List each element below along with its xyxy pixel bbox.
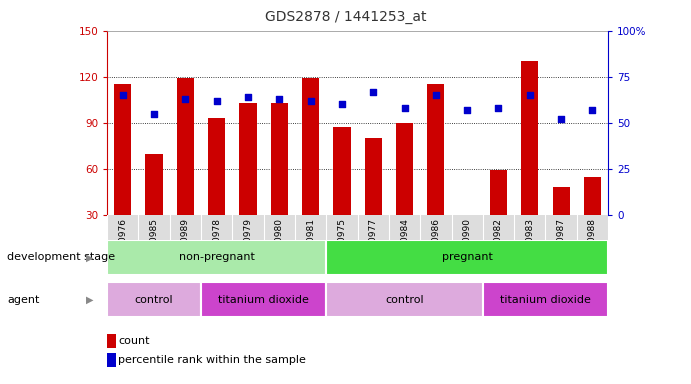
Text: pregnant: pregnant bbox=[442, 252, 493, 262]
Bar bbox=[201, 282, 326, 317]
Bar bbox=[177, 78, 194, 215]
Text: GSM180982: GSM180982 bbox=[494, 218, 503, 273]
Bar bbox=[396, 123, 413, 215]
Text: GSM180980: GSM180980 bbox=[275, 218, 284, 273]
Text: GSM180984: GSM180984 bbox=[400, 218, 409, 273]
Bar bbox=[107, 282, 201, 317]
Text: titanium dioxide: titanium dioxide bbox=[500, 295, 591, 305]
Text: percentile rank within the sample: percentile rank within the sample bbox=[118, 355, 306, 365]
Bar bbox=[521, 61, 538, 215]
Text: GSM180978: GSM180978 bbox=[212, 218, 221, 273]
Text: GDS2878 / 1441253_at: GDS2878 / 1441253_at bbox=[265, 10, 426, 23]
Bar bbox=[365, 138, 382, 215]
Point bbox=[117, 92, 129, 98]
Point bbox=[337, 101, 348, 108]
Point bbox=[305, 98, 316, 104]
Text: GSM180976: GSM180976 bbox=[118, 218, 127, 273]
Point bbox=[274, 96, 285, 102]
Bar bbox=[107, 334, 116, 348]
Bar bbox=[333, 127, 350, 215]
Point bbox=[399, 105, 410, 111]
Bar bbox=[326, 282, 483, 317]
Point bbox=[430, 92, 442, 98]
Point bbox=[211, 98, 223, 104]
Bar bbox=[302, 78, 319, 215]
Text: GSM180977: GSM180977 bbox=[369, 218, 378, 273]
Bar bbox=[584, 177, 601, 215]
Text: GSM180975: GSM180975 bbox=[337, 218, 346, 273]
Bar bbox=[490, 170, 507, 215]
Text: GSM180983: GSM180983 bbox=[525, 218, 534, 273]
Text: ▶: ▶ bbox=[86, 295, 93, 305]
Text: GSM180985: GSM180985 bbox=[149, 218, 158, 273]
Text: titanium dioxide: titanium dioxide bbox=[218, 295, 309, 305]
Text: control: control bbox=[386, 295, 424, 305]
Text: count: count bbox=[118, 336, 150, 346]
Bar bbox=[326, 240, 608, 275]
Text: development stage: development stage bbox=[7, 252, 115, 262]
Bar bbox=[239, 103, 256, 215]
Text: GSM180979: GSM180979 bbox=[243, 218, 252, 273]
Text: non-pregnant: non-pregnant bbox=[179, 252, 254, 262]
Point bbox=[556, 116, 567, 122]
Bar bbox=[208, 118, 225, 215]
Text: GSM180986: GSM180986 bbox=[431, 218, 440, 273]
Point bbox=[243, 94, 254, 100]
Bar bbox=[114, 84, 131, 215]
Bar bbox=[271, 103, 288, 215]
Text: GSM180990: GSM180990 bbox=[463, 218, 472, 273]
Point bbox=[149, 111, 160, 117]
Bar bbox=[553, 187, 569, 215]
Point bbox=[368, 88, 379, 94]
Bar bbox=[146, 154, 162, 215]
Point bbox=[493, 105, 504, 111]
Point bbox=[462, 107, 473, 113]
Bar bbox=[107, 240, 326, 275]
Text: agent: agent bbox=[7, 295, 39, 305]
Text: GSM180981: GSM180981 bbox=[306, 218, 315, 273]
Point bbox=[524, 92, 536, 98]
Text: ▶: ▶ bbox=[86, 252, 93, 262]
Text: GSM180989: GSM180989 bbox=[181, 218, 190, 273]
Text: control: control bbox=[135, 295, 173, 305]
Text: GSM180988: GSM180988 bbox=[588, 218, 597, 273]
Bar bbox=[107, 353, 116, 367]
Point bbox=[180, 96, 191, 102]
Text: GSM180987: GSM180987 bbox=[557, 218, 566, 273]
Bar bbox=[427, 84, 444, 215]
Point bbox=[587, 107, 598, 113]
Bar bbox=[483, 282, 608, 317]
